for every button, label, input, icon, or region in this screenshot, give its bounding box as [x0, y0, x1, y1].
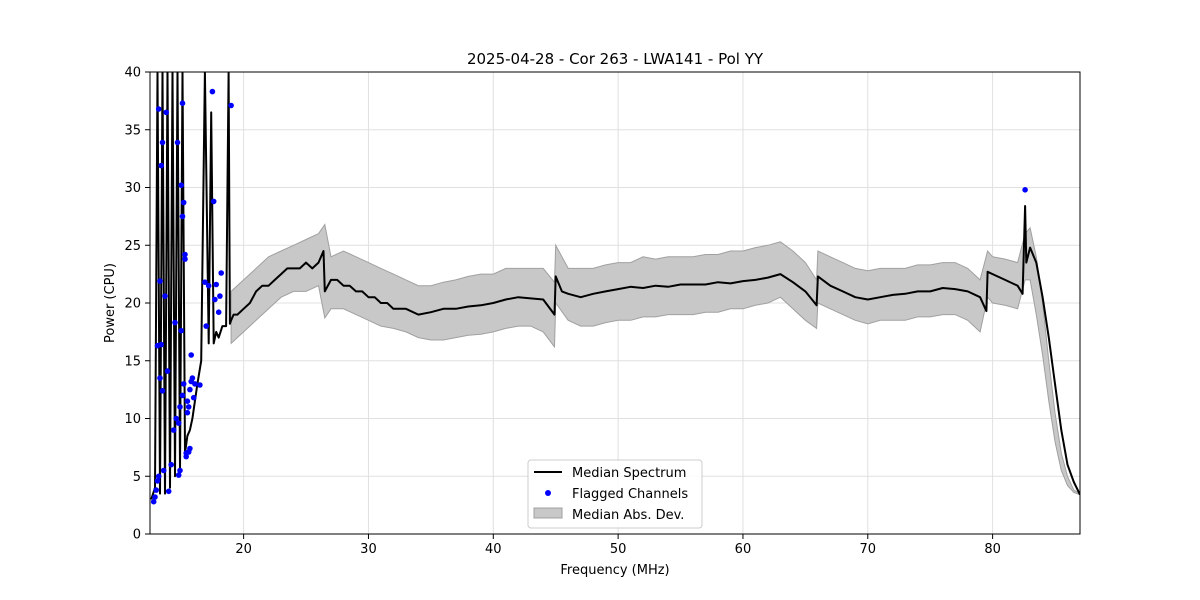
- flagged-channel-point: [153, 487, 159, 493]
- flagged-channel-point: [179, 213, 186, 220]
- legend: Median Spectrum Flagged Channels Median …: [527, 459, 703, 529]
- flagged-channel-point: [205, 282, 212, 289]
- flagged-channel-point: [187, 445, 193, 452]
- flagged-channel-point: [203, 323, 209, 329]
- flagged-channel-point: [162, 293, 168, 299]
- flagged-channel-point: [163, 109, 169, 116]
- y-axis-label: Power (CPU): [103, 263, 118, 343]
- flagged-channel-point: [228, 102, 234, 109]
- flagged-channel-point: [180, 199, 187, 206]
- chart-title: 2025-04-28 - Cor 263 - LWA141 - Pol YY: [467, 50, 764, 68]
- flagged-channel-point: [179, 100, 186, 106]
- flagged-channel-point: [177, 467, 183, 474]
- x-tick-label: 30: [360, 542, 377, 557]
- flagged-channel-point: [175, 420, 182, 426]
- legend-mad-label: Median Abs. Dev.: [572, 508, 684, 523]
- flagged-channel-point: [158, 162, 164, 169]
- flagged-channel-point: [150, 498, 157, 505]
- flagged-channel-point: [184, 398, 191, 405]
- flagged-channel-point: [168, 461, 174, 468]
- flagged-channel-point: [179, 392, 186, 399]
- y-tick-label: 20: [124, 297, 141, 312]
- flagged-channel-point: [175, 472, 182, 478]
- legend-mad-swatch: [533, 507, 563, 519]
- flagged-channel-point: [192, 381, 198, 387]
- flagged-channel-point: [210, 198, 217, 205]
- median-spectrum-line: [150, 72, 1080, 500]
- median-line-layer: [150, 72, 1080, 500]
- flagged-channel-point: [213, 281, 219, 288]
- y-tick-label: 0: [133, 528, 141, 543]
- flagged-channel-point: [170, 427, 177, 433]
- flagged-channel-point: [1022, 187, 1028, 193]
- legend-flagged-swatch: [545, 490, 551, 496]
- flagged-channel-point: [157, 375, 163, 381]
- flagged-channel-point: [188, 352, 194, 358]
- flagged-channel-point: [212, 296, 218, 303]
- y-tick-label: 10: [124, 412, 141, 427]
- y-tick-label: 35: [124, 123, 141, 138]
- x-tick-label: 70: [860, 542, 877, 557]
- x-tick-label: 50: [610, 542, 627, 557]
- flagged-channel-point: [164, 368, 171, 374]
- flagged-channel-point: [187, 386, 193, 393]
- flagged-channel-point: [209, 88, 216, 95]
- flagged-channel-point: [197, 382, 203, 388]
- legend-flagged-label: Flagged Channels: [572, 487, 688, 502]
- flagged-channel-point: [173, 415, 179, 422]
- y-tick-label: 15: [124, 354, 141, 369]
- flagged-channel-point: [202, 279, 208, 286]
- x-tick-label: 80: [984, 542, 1001, 557]
- y-tick-label: 5: [133, 470, 141, 485]
- y-tick-label: 30: [124, 181, 141, 196]
- flagged-channel-point: [172, 319, 178, 326]
- flagged-channel-point: [190, 394, 197, 401]
- x-tick-label: 20: [235, 542, 252, 557]
- flagged-channel-point: [165, 488, 172, 495]
- flagged-channel-point: [160, 467, 167, 474]
- flagged-channel-point: [182, 256, 188, 262]
- y-axis-ticks: 0 5 10 15 20 25 30 35 40: [124, 66, 150, 543]
- flagged-channel-point: [154, 478, 161, 484]
- flagged-channel-point: [180, 381, 187, 387]
- flagged-channel-point: [189, 375, 196, 381]
- flagged-channel-point: [158, 341, 164, 348]
- x-axis-ticks: 20 30 40 50 60 70 80: [235, 534, 1001, 557]
- x-tick-label: 40: [485, 542, 502, 557]
- x-tick-label: 60: [735, 542, 752, 557]
- flagged-channel-point: [157, 278, 163, 284]
- flagged-channel-point: [155, 473, 162, 480]
- legend-box: [527, 459, 703, 529]
- y-tick-label: 25: [124, 239, 141, 254]
- flagged-channel-point: [177, 404, 183, 410]
- flagged-channel-point: [218, 270, 224, 276]
- x-axis-label: Frequency (MHz): [560, 563, 669, 578]
- flagged-channel-point: [174, 139, 181, 146]
- legend-median-label: Median Spectrum: [572, 466, 686, 481]
- flagged-channel-point: [182, 251, 188, 258]
- flagged-channel-point: [159, 139, 166, 146]
- flagged-points-layer: [150, 88, 1028, 505]
- mad-band-layer: [230, 223, 1080, 496]
- flagged-channel-point: [185, 404, 192, 410]
- flagged-channel-point: [152, 494, 158, 500]
- y-tick-label: 40: [124, 66, 141, 81]
- flagged-channel-point: [178, 182, 184, 188]
- mad-band: [230, 223, 1080, 496]
- flagged-channel-point: [217, 293, 223, 299]
- flagged-channel-point: [178, 327, 184, 334]
- flagged-channel-point: [215, 309, 222, 316]
- flagged-channel-point: [159, 388, 166, 394]
- flagged-channel-point: [155, 106, 162, 112]
- flagged-channel-point: [184, 409, 191, 416]
